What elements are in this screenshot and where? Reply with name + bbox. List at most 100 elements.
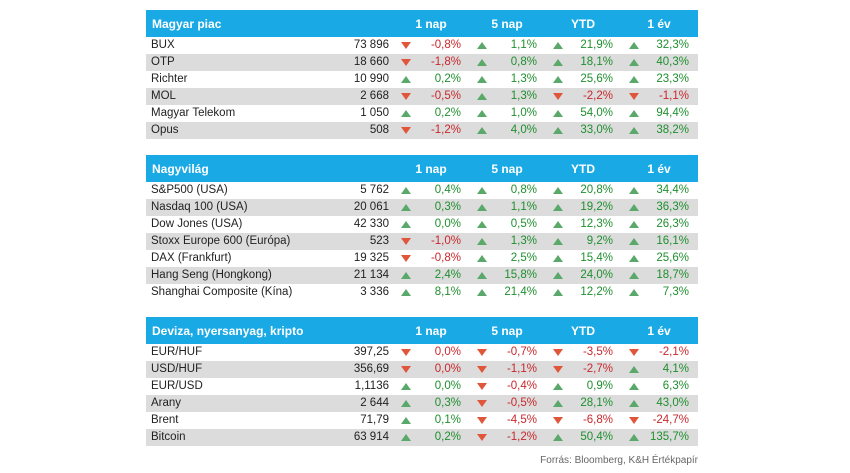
change-cell: 0,2% (393, 105, 469, 122)
change-value: 1,1% (510, 39, 537, 51)
table-row: Opus 508 -1,2% 4,0% 33,0% 38,2% (146, 122, 698, 139)
table-row: Stoxx Europe 600 (Európa) 523 -1,0% 1,3% 9,2… (146, 233, 698, 250)
change-cell: 50,4% (545, 429, 621, 446)
arrow-up-icon (475, 42, 489, 49)
instrument-name: Magyar Telekom (151, 107, 236, 119)
instrument-price: 356,69 (353, 363, 389, 375)
change-cell: 1,3% (469, 88, 545, 105)
arrow-up-icon (475, 59, 489, 66)
market-section: Magyar piac 1 nap 5 nap YTD 1 év BUX 73 896 -0,… (146, 10, 698, 139)
change-cell: 0,5% (469, 216, 545, 233)
section-title: Magyar piac (152, 16, 222, 31)
instrument-name: Brent (151, 414, 179, 426)
arrow-down-icon (475, 434, 489, 441)
change-value: 38,2% (656, 124, 689, 136)
arrow-down-icon (399, 238, 413, 245)
table-row: USD/HUF 356,69 0,0% -1,1% -2,7% 4,1% (146, 361, 698, 378)
change-cell: 0,0% (393, 216, 469, 233)
arrow-up-icon (551, 59, 565, 66)
arrow-up-icon (551, 434, 565, 441)
change-cell: 40,3% (621, 54, 697, 71)
change-value: 1,3% (510, 73, 537, 85)
change-cell: -4,5% (469, 412, 545, 429)
change-cell: -24,7% (621, 412, 697, 429)
arrow-up-icon (475, 238, 489, 245)
column-header: 1 nap (415, 323, 447, 338)
arrow-up-icon (551, 272, 565, 279)
change-cell: 0,8% (469, 54, 545, 71)
instrument-name: DAX (Frankfurt) (151, 252, 232, 264)
change-cell: 12,3% (545, 216, 621, 233)
change-cell: 0,3% (393, 395, 469, 412)
arrow-up-icon (475, 204, 489, 211)
arrow-up-icon (551, 383, 565, 390)
change-cell: -0,5% (393, 88, 469, 105)
instrument-price: 73 896 (353, 39, 389, 51)
change-value: 20,8% (580, 184, 613, 196)
arrow-up-icon (551, 110, 565, 117)
column-header: 1 nap (415, 16, 447, 31)
change-value: 0,3% (434, 397, 461, 409)
instrument-price: 3 336 (360, 286, 389, 298)
arrow-down-icon (627, 93, 641, 100)
arrow-up-icon (627, 187, 641, 194)
arrow-down-icon (475, 383, 489, 390)
section-header: Deviza, nyersanyag, kripto 1 nap 5 nap YTD 1… (146, 317, 698, 344)
change-value: 1,3% (510, 90, 537, 102)
change-cell: 0,3% (393, 199, 469, 216)
arrow-down-icon (551, 349, 565, 356)
change-cell: 18,1% (545, 54, 621, 71)
column-header: 5 nap (491, 323, 523, 338)
instrument-name: S&P500 (USA) (151, 184, 228, 196)
instrument-price: 42 330 (353, 218, 389, 230)
change-cell: 20,8% (545, 182, 621, 199)
change-value: 36,3% (656, 201, 689, 213)
arrow-up-icon (399, 272, 413, 279)
instrument-price: 1,1136 (354, 380, 389, 392)
source-note: Forrás: Bloomberg, K&H Értékpapír (540, 455, 698, 466)
arrow-up-icon (475, 272, 489, 279)
arrow-up-icon (399, 400, 413, 407)
change-value: 0,5% (510, 218, 537, 230)
arrow-down-icon (475, 400, 489, 407)
change-cell: -3,5% (545, 344, 621, 361)
arrow-up-icon (475, 76, 489, 83)
change-value: 9,2% (586, 235, 613, 247)
change-cell: 21,4% (469, 284, 545, 301)
change-cell: 38,2% (621, 122, 697, 139)
change-cell: 15,8% (469, 267, 545, 284)
arrow-up-icon (627, 400, 641, 407)
change-cell: -2,1% (621, 344, 697, 361)
arrow-up-icon (475, 93, 489, 100)
change-value: 2,4% (434, 269, 461, 281)
section-header: Magyar piac 1 nap 5 nap YTD 1 év (146, 10, 698, 37)
change-value: 15,8% (504, 269, 537, 281)
section-title: Nagyvilág (152, 161, 209, 176)
instrument-price: 19 325 (353, 252, 389, 264)
change-cell: 0,0% (393, 378, 469, 395)
change-cell: 1,0% (469, 105, 545, 122)
change-value: 0,8% (510, 56, 537, 68)
change-cell: 36,3% (621, 199, 697, 216)
arrow-up-icon (627, 255, 641, 262)
table-row: Shanghai Composite (Kína) 3 336 8,1% 21,4% 1… (146, 284, 698, 301)
change-value: 0,2% (434, 107, 461, 119)
arrow-down-icon (399, 255, 413, 262)
change-cell: 32,3% (621, 37, 697, 54)
change-value: 18,7% (656, 269, 689, 281)
change-cell: 12,2% (545, 284, 621, 301)
change-value: 21,4% (504, 286, 537, 298)
instrument-price: 5 762 (360, 184, 389, 196)
change-value: 21,9% (580, 39, 613, 51)
instrument-name: Hang Seng (Hongkong) (151, 269, 272, 281)
arrow-up-icon (551, 238, 565, 245)
change-cell: -1,0% (393, 233, 469, 250)
instrument-price: 1 050 (360, 107, 389, 119)
arrow-down-icon (551, 366, 565, 373)
market-section: Deviza, nyersanyag, kripto 1 nap 5 nap YTD 1… (146, 317, 698, 446)
column-header: 5 nap (491, 161, 523, 176)
table-row: Richter 10 990 0,2% 1,3% 25,6% 23,3% (146, 71, 698, 88)
change-cell: -0,7% (469, 344, 545, 361)
change-value: -0,5% (430, 90, 461, 102)
change-value: 1,1% (510, 201, 537, 213)
